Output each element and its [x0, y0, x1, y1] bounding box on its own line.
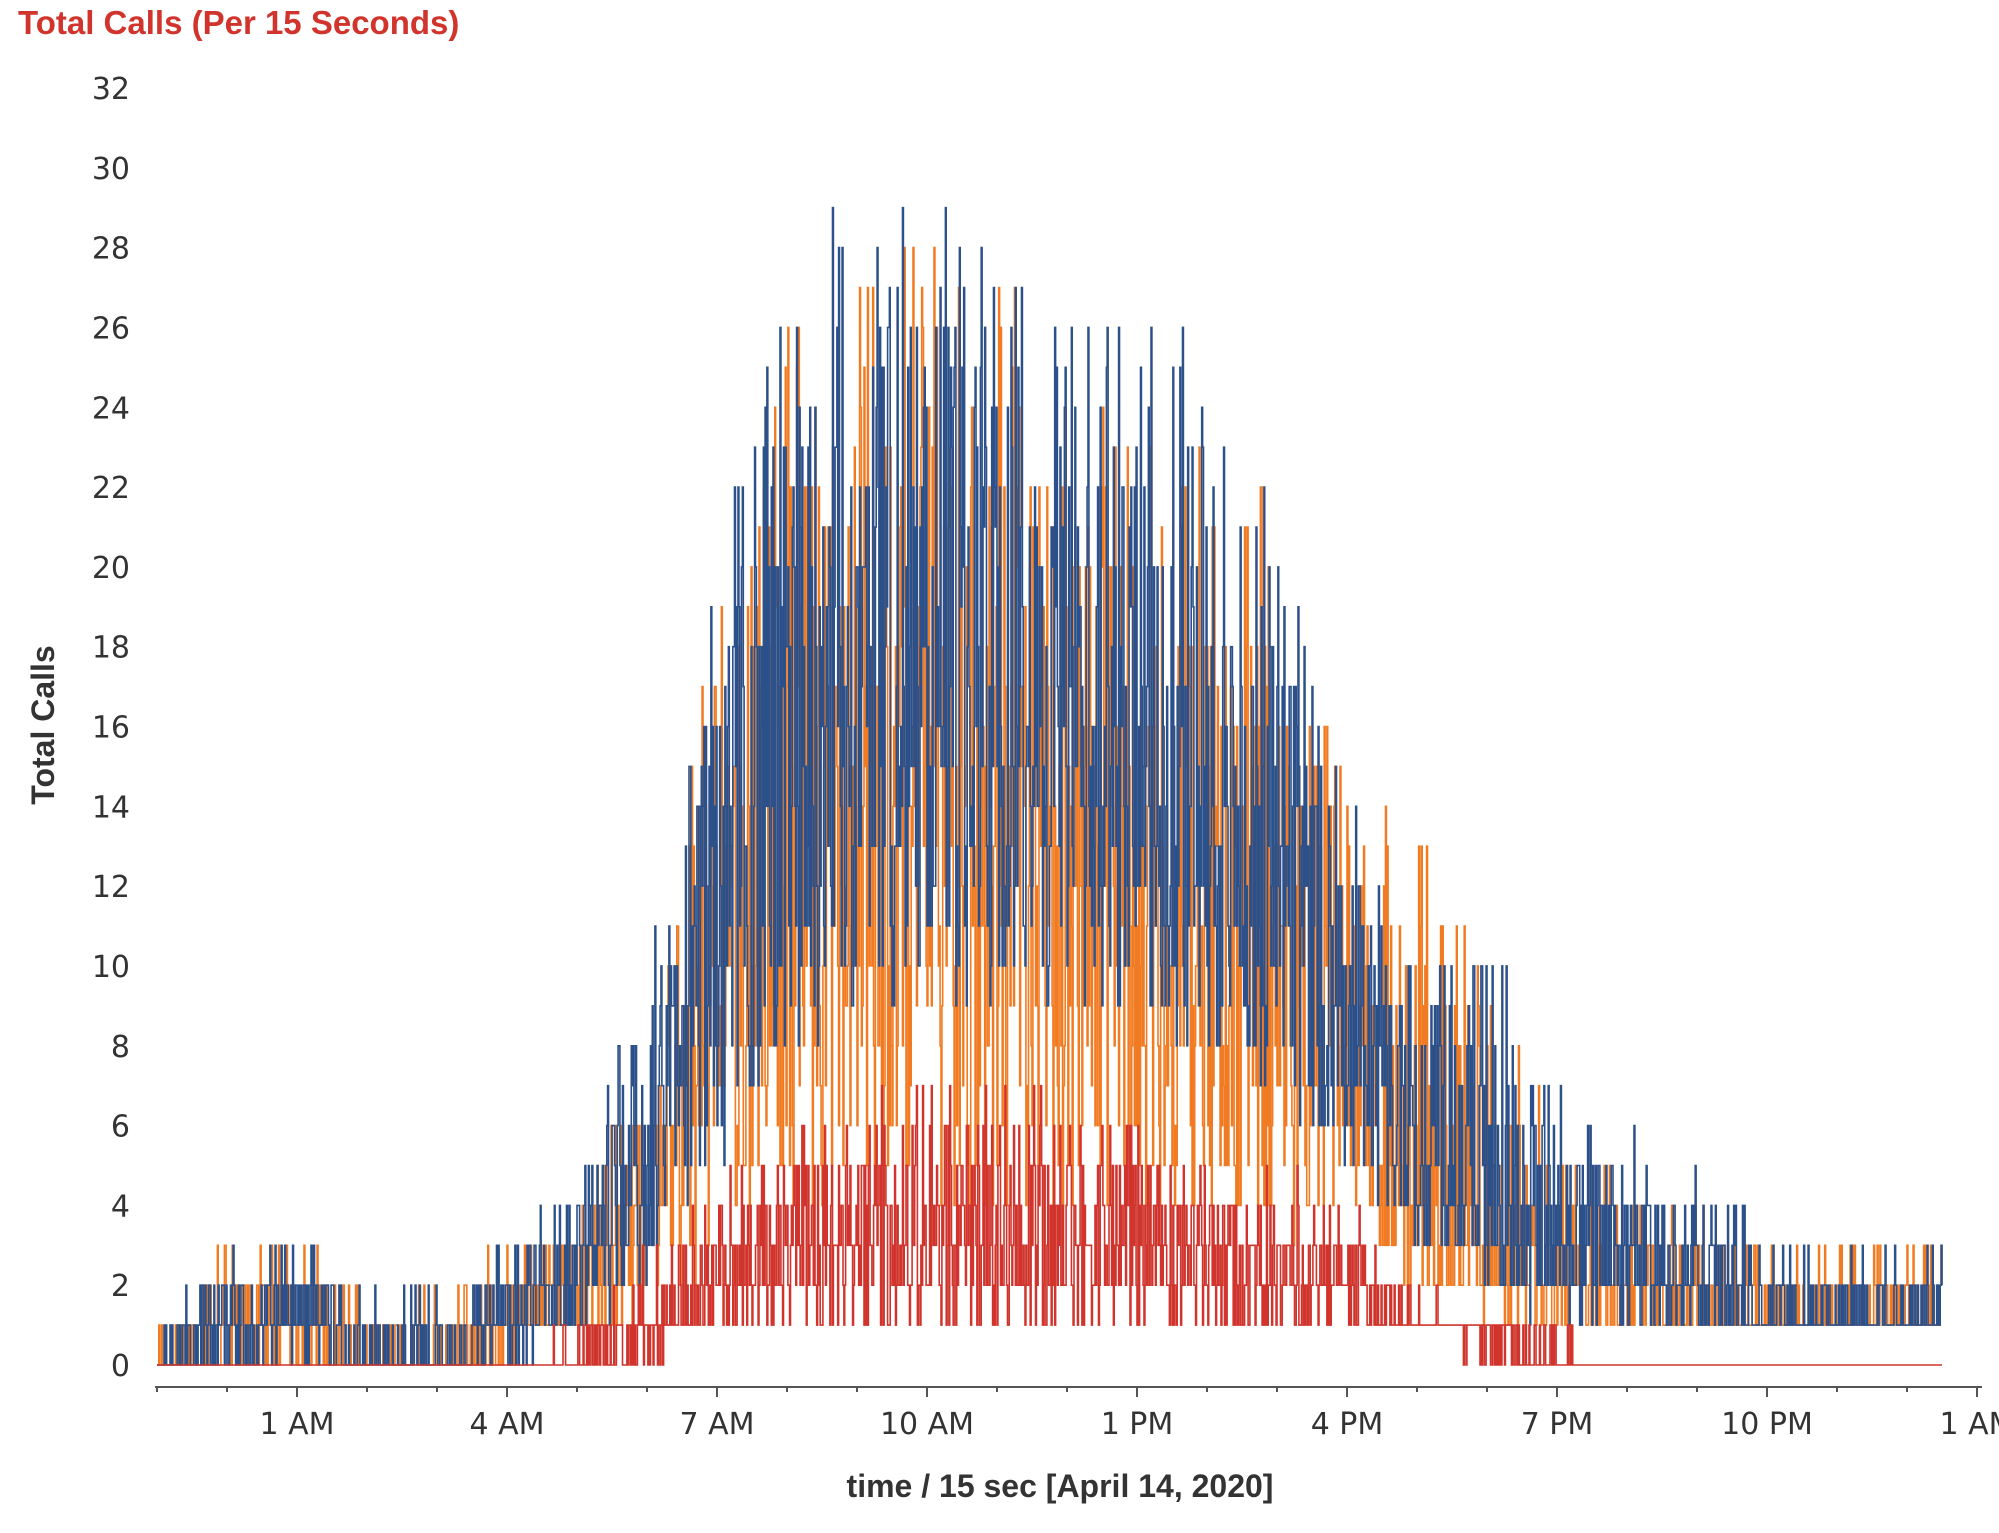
y-tick-label: 20	[92, 551, 130, 586]
x-tick-label: 1 PM	[1101, 1407, 1174, 1442]
x-tick-label: 7 PM	[1521, 1407, 1594, 1442]
x-tick-label: 10 PM	[1721, 1407, 1813, 1442]
x-tick-label: 10 AM	[880, 1407, 974, 1442]
y-tick-label: 6	[111, 1110, 130, 1145]
x-tick-label: 4 PM	[1311, 1407, 1384, 1442]
y-tick-label: 0	[111, 1349, 130, 1384]
y-tick-label: 30	[92, 152, 130, 187]
x-tick-label: 1 AM	[1939, 1407, 1999, 1442]
y-tick-label: 24	[92, 391, 130, 426]
y-tick-label: 16	[92, 711, 130, 746]
y-tick-label: 14	[92, 790, 130, 825]
y-tick-label: 22	[92, 471, 130, 506]
y-tick-label: 32	[92, 72, 130, 107]
x-axis-title: time / 15 sec [April 14, 2020]	[847, 1468, 1274, 1504]
x-tick-label: 1 AM	[259, 1407, 334, 1442]
series-layer	[157, 206, 1943, 1366]
y-tick-label: 8	[111, 1030, 130, 1065]
y-tick-label: 10	[92, 950, 130, 985]
y-tick-label: 4	[111, 1189, 130, 1224]
y-tick-label: 26	[92, 311, 130, 346]
series-line	[157, 206, 1943, 1366]
x-tick-label: 4 AM	[469, 1407, 544, 1442]
series-line	[157, 1084, 1942, 1366]
y-tick-label: 28	[92, 232, 130, 267]
axis-layer: 1 AM 4 AM 7 AM 10 AM 1 PM 4 PM 7 PM 10 PM 1 AM 0 2…	[92, 72, 1999, 1442]
series-line	[157, 246, 1943, 1366]
y-tick-label: 2	[111, 1269, 130, 1304]
x-tick-label: 7 AM	[679, 1407, 754, 1442]
chart-title: Total Calls (Per 15 Seconds)	[18, 4, 460, 41]
y-tick-label: 12	[92, 870, 130, 905]
y-tick-label: 18	[92, 631, 130, 666]
y-axis-title: Total Calls	[25, 645, 61, 804]
